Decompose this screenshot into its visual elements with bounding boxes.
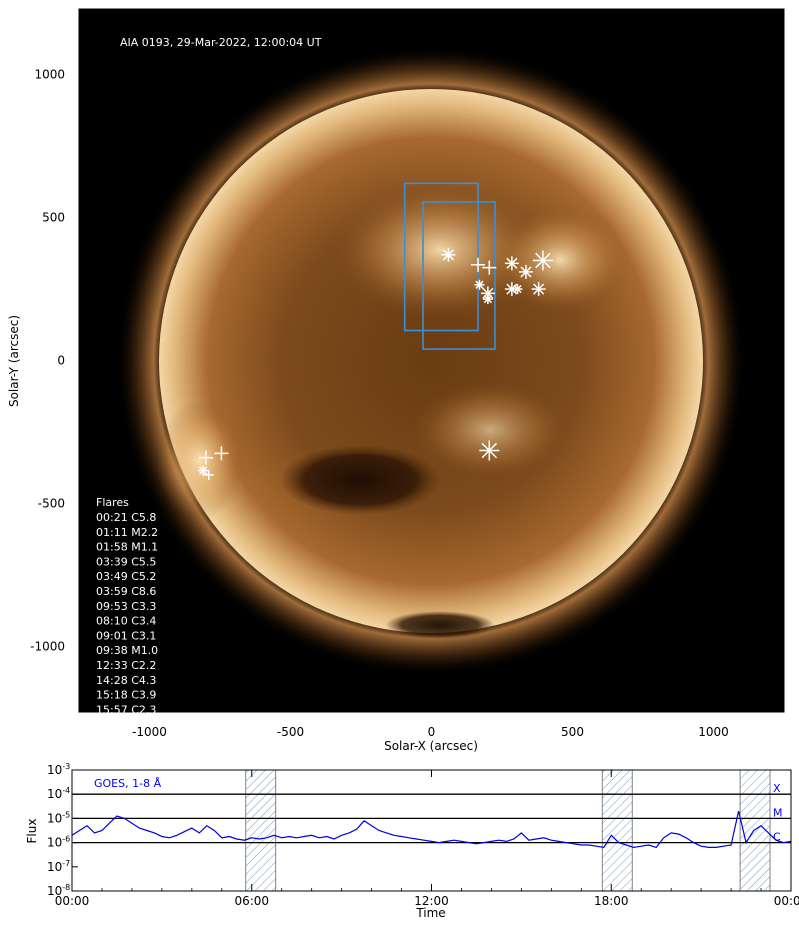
goes-x-label: Time bbox=[415, 906, 445, 920]
flare-list-item: 14:28 C4.3 bbox=[96, 674, 156, 687]
x-tick-label: -1000 bbox=[132, 725, 167, 739]
flare-list-item: 08:10 C3.4 bbox=[96, 615, 156, 628]
flare-list-item: 01:11 M2.2 bbox=[96, 526, 158, 539]
flare-marker bbox=[441, 247, 456, 262]
flare-markers bbox=[198, 247, 553, 480]
top-panel-ticks: -1000 -500 0 500 1000 1000 500 0 -500 -1000 bbox=[30, 9, 784, 739]
goes-panel: XMC GOES, 1-8 Å 00:00 06:00 12:00 18:00 00:0… bbox=[25, 762, 799, 920]
y-tick-label: -1000 bbox=[30, 639, 65, 653]
goes-y-tick-label: 10-3 bbox=[47, 762, 70, 777]
flare-marker bbox=[518, 264, 533, 279]
hatched-interval bbox=[245, 769, 277, 892]
x-axis-label: Solar-X (arcsec) bbox=[384, 739, 478, 753]
x-tick-label: 1000 bbox=[698, 725, 729, 739]
flare-marker bbox=[198, 465, 209, 476]
y-axis-label: Solar-Y (arcsec) bbox=[7, 315, 21, 407]
flare-marker bbox=[214, 446, 229, 461]
flare-marker bbox=[482, 260, 497, 275]
flare-marker bbox=[482, 294, 493, 305]
y-tick-label: 1000 bbox=[34, 68, 65, 82]
flare-marker bbox=[203, 469, 214, 480]
goes-x-tick-label: 12:00 bbox=[414, 894, 449, 908]
flare-marker bbox=[479, 440, 500, 461]
goes-x-tick-label: 18:00 bbox=[594, 894, 629, 908]
flare-list-item: 15:18 C3.9 bbox=[96, 689, 156, 702]
goes-y-label: Flux bbox=[25, 819, 39, 844]
goes-x-tick-label: 00:00 bbox=[55, 894, 90, 908]
flare-marker bbox=[474, 279, 485, 290]
goes-y-tick-label: 10-7 bbox=[47, 859, 70, 874]
goes-legend: GOES, 1-8 Å bbox=[94, 777, 162, 790]
flare-marker bbox=[532, 250, 553, 271]
active-region-west bbox=[490, 205, 630, 315]
goes-y-tick-label: 10-5 bbox=[47, 810, 70, 825]
flare-list: Flares 00:21 C5.801:11 M2.201:58 M1.103:… bbox=[96, 496, 158, 731]
solar-image-panel: AIA 0193, 29-Mar-2022, 12:00:04 UT Flare… bbox=[7, 8, 785, 753]
hatched-interval bbox=[739, 769, 771, 892]
flare-list-item: 03:49 C5.2 bbox=[96, 570, 156, 583]
goes-y-tick-label: 10-4 bbox=[47, 786, 70, 801]
class-lines: XMC bbox=[72, 782, 791, 844]
hatched-interval bbox=[601, 769, 633, 892]
goes-plot-area bbox=[72, 770, 791, 891]
flare-list-title: Flares bbox=[96, 496, 129, 509]
coronal-hole-pole bbox=[385, 611, 495, 639]
x-tick-label: 0 bbox=[428, 725, 436, 739]
image-title: AIA 0193, 29-Mar-2022, 12:00:04 UT bbox=[120, 36, 322, 49]
flare-marker bbox=[531, 282, 546, 297]
goes-y-tick-label: 10-6 bbox=[47, 835, 70, 850]
flare-list-item: 03:59 C8.6 bbox=[96, 585, 156, 598]
x-tick-label: -500 bbox=[277, 725, 304, 739]
y-tick-label: 500 bbox=[42, 211, 65, 225]
x-tick-label: 500 bbox=[561, 725, 584, 739]
y-tick-label: 0 bbox=[57, 354, 65, 368]
flare-list-item: 12:33 C2.2 bbox=[96, 659, 156, 672]
region-boxes bbox=[403, 182, 496, 350]
class-label: X bbox=[773, 782, 781, 795]
active-region-east-limb bbox=[155, 400, 245, 520]
flare-list-item: 17:12 C2.1 bbox=[96, 718, 156, 731]
active-region-south bbox=[410, 380, 570, 480]
goes-x-tick-label: 06:00 bbox=[234, 894, 269, 908]
coronal-hole-south bbox=[280, 445, 440, 515]
flare-list-item: 03:39 C5.5 bbox=[96, 555, 156, 568]
flare-list-item: 01:58 M1.1 bbox=[96, 541, 158, 554]
flare-list-item: 00:21 C5.8 bbox=[96, 511, 156, 524]
solar-disk bbox=[159, 89, 703, 633]
flare-list-item: 09:38 M1.0 bbox=[96, 644, 158, 657]
flare-marker bbox=[504, 256, 519, 271]
hatched-intervals bbox=[245, 769, 771, 892]
flare-list-item: 09:53 C3.3 bbox=[96, 600, 156, 613]
goes-flux-line bbox=[71, 810, 792, 849]
goes-x-tick-label: 00:00 bbox=[774, 894, 799, 908]
flare-marker bbox=[198, 450, 213, 465]
flare-marker bbox=[471, 257, 486, 272]
class-label: M bbox=[773, 806, 783, 819]
y-tick-label: -500 bbox=[38, 496, 65, 510]
flare-list-item: 15:57 C2.3 bbox=[96, 703, 156, 716]
class-label: C bbox=[773, 831, 781, 844]
region-box-1 bbox=[403, 182, 479, 332]
flare-list-item: 09:01 C3.1 bbox=[96, 629, 156, 642]
flare-marker bbox=[512, 284, 523, 295]
region-box-2 bbox=[422, 201, 496, 350]
